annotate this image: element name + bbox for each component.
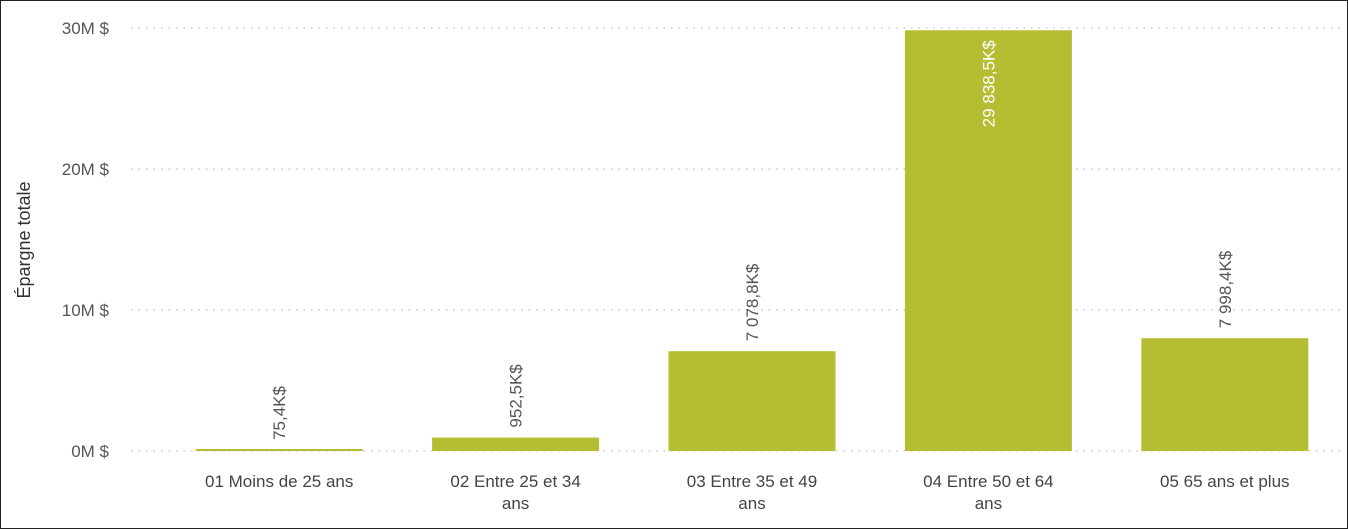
data-labels: 75,4K$ 952,5K$ 7 078,8K$ 29 838,5K$ 7 998,4K… (270, 40, 1235, 440)
category-label-line: 05 65 ans et plus (1160, 472, 1289, 491)
category-label: 05 65 ans et plus (1160, 472, 1289, 491)
category-label-line: ans (975, 494, 1002, 513)
category-label-line: 04 Entre 50 et 64 (923, 472, 1053, 491)
data-label: 75,4K$ (270, 386, 289, 440)
y-axis-ticks: 0M $ 10M $ 20M $ 30M $ (62, 19, 110, 461)
category-label: 01 Moins de 25 ans (205, 472, 353, 491)
bars (195, 30, 1309, 451)
data-label: 952,5K$ (507, 364, 526, 428)
category-label: 03 Entre 35 et 49 ans (687, 472, 817, 513)
bar (195, 449, 363, 451)
x-axis-categories: 01 Moins de 25 ans 02 Entre 25 et 34 ans03… (205, 472, 1290, 513)
y-tick-label: 0M $ (71, 442, 109, 461)
y-tick-label: 10M $ (62, 301, 110, 320)
bar (904, 30, 1072, 451)
category-label-line: ans (738, 494, 765, 513)
category-label-line: 01 Moins de 25 ans (205, 472, 353, 491)
y-tick-label: 20M $ (62, 160, 110, 179)
category-label: 04 Entre 50 et 64 ans (923, 472, 1053, 513)
data-label: 29 838,5K$ (979, 40, 998, 128)
category-label-line: 03 Entre 35 et 49 (687, 472, 817, 491)
category-label-line: ans (502, 494, 529, 513)
y-tick-label: 30M $ (62, 19, 110, 38)
data-label: 7 998,4K$ (1216, 250, 1235, 328)
bar (1141, 338, 1309, 451)
data-label: 7 078,8K$ (743, 263, 762, 341)
category-label-line: 02 Entre 25 et 34 (450, 472, 580, 491)
y-axis-title: Épargne totale (14, 181, 34, 298)
bar (432, 437, 600, 451)
category-label: 02 Entre 25 et 34 ans (450, 472, 580, 513)
bar (668, 351, 836, 451)
